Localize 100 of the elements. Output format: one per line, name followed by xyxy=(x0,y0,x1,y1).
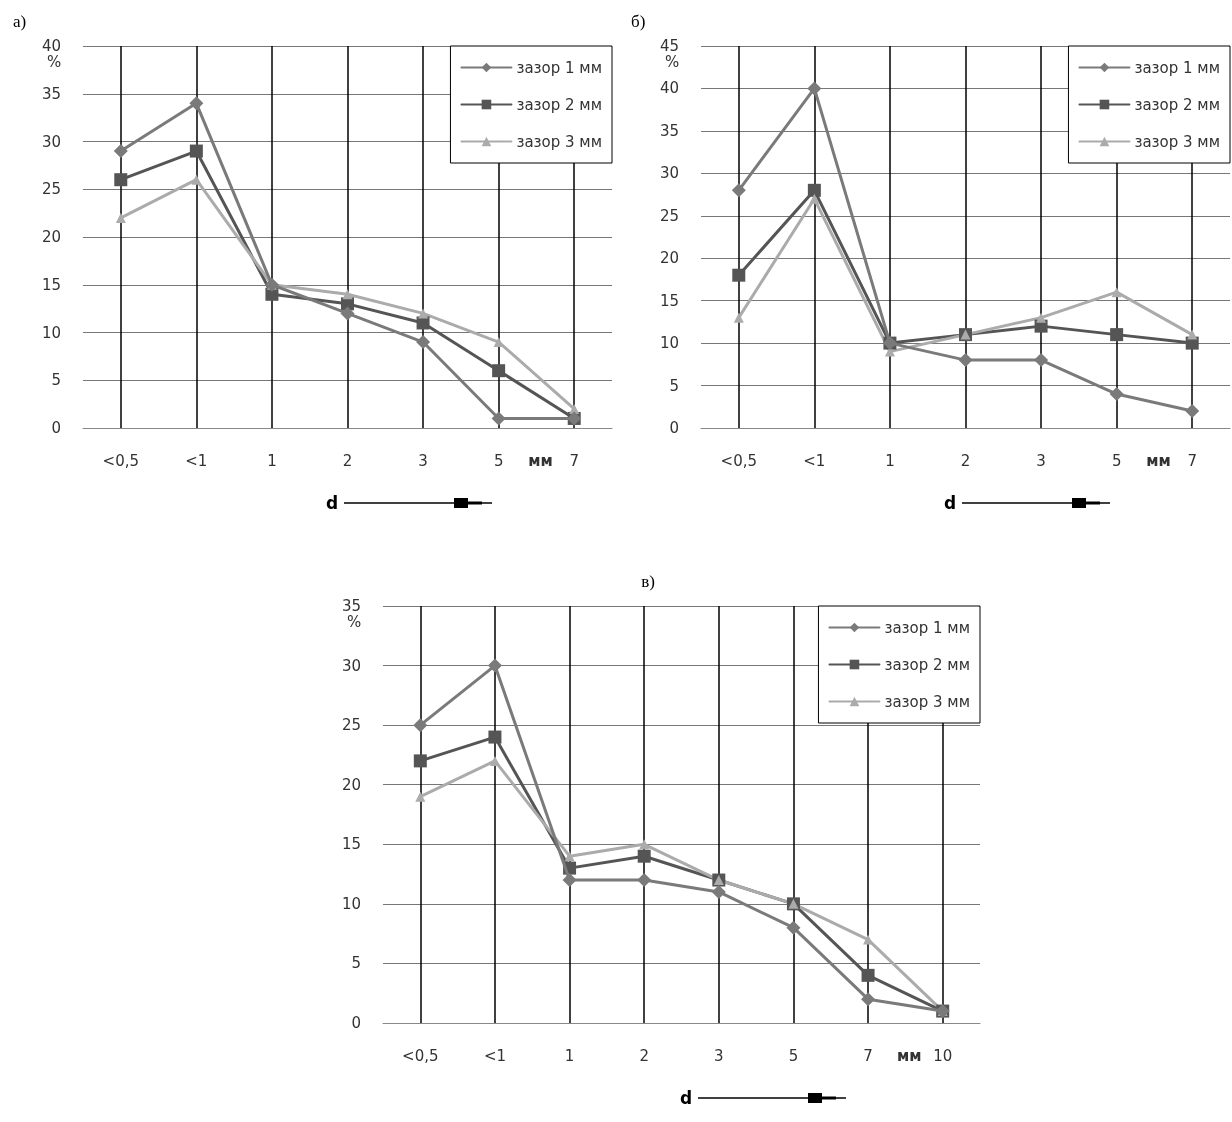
point xyxy=(114,173,128,187)
x-tick-label: 2 xyxy=(639,1046,649,1065)
point xyxy=(731,183,746,198)
y-tick-label: 30 xyxy=(41,132,61,151)
point xyxy=(489,755,500,766)
legend-label: зазор 1 мм xyxy=(516,58,603,77)
y-tick-label: 45 xyxy=(659,37,679,55)
point xyxy=(1185,404,1200,419)
y-tick-label: 40 xyxy=(659,79,679,98)
x-tick-label: 5 xyxy=(493,451,504,470)
point xyxy=(1110,328,1124,342)
x-tick-label: <0,5 xyxy=(402,1046,439,1065)
point xyxy=(415,791,426,802)
y-tick-label: 25 xyxy=(659,206,679,225)
point xyxy=(189,96,204,111)
x-tick-label: <0,5 xyxy=(102,451,139,470)
point xyxy=(1187,329,1198,340)
legend-label: зазор 1 мм xyxy=(1134,58,1221,77)
y-axis-title: % xyxy=(347,612,362,631)
y-tick-label: 5 xyxy=(351,954,361,973)
point xyxy=(861,968,875,982)
point xyxy=(562,873,577,888)
point xyxy=(711,884,726,899)
point xyxy=(733,312,744,323)
y-tick-label: 35 xyxy=(41,84,61,103)
x-tick-label: 1 xyxy=(564,1046,575,1065)
chart-title: а) xyxy=(13,12,27,31)
y-tick-label: 40 xyxy=(41,37,61,55)
point xyxy=(413,754,427,768)
y-tick-label: 25 xyxy=(341,716,361,735)
x-tick-label: 1 xyxy=(267,451,277,470)
x-tick-label: 1 xyxy=(885,451,895,470)
x-tick-label: 2 xyxy=(342,451,353,470)
y-tick-label: 20 xyxy=(659,249,679,268)
point xyxy=(491,411,506,426)
y-tick-label: 15 xyxy=(41,275,61,294)
y-tick-label: 15 xyxy=(341,835,361,854)
x-axis-title: d xyxy=(325,493,339,513)
y-tick-label: 0 xyxy=(51,419,61,437)
legend-label: зазор 3 мм xyxy=(516,132,603,151)
x-axis-title: d xyxy=(679,1088,693,1108)
point xyxy=(189,144,203,158)
point xyxy=(639,839,650,850)
point xyxy=(732,268,746,282)
point xyxy=(115,212,126,223)
point xyxy=(1034,353,1049,368)
point xyxy=(487,658,502,673)
chart-title: в) xyxy=(641,572,655,591)
point xyxy=(418,308,429,319)
point xyxy=(958,353,973,368)
y-tick-label: 5 xyxy=(51,371,61,390)
legend-label: зазор 3 мм xyxy=(884,692,971,711)
text: мм xyxy=(1146,451,1171,470)
legend-label: зазор 2 мм xyxy=(516,95,603,114)
y-axis-title: % xyxy=(665,52,680,71)
point xyxy=(416,335,431,350)
point xyxy=(1036,312,1047,323)
y-tick-label: 35 xyxy=(659,121,679,140)
point xyxy=(492,364,506,378)
x-tick-label: 3 xyxy=(1036,451,1046,470)
x-tick-label: 10 xyxy=(933,1046,953,1065)
legend-label: зазор 2 мм xyxy=(1134,95,1221,114)
x-tick-label: 5 xyxy=(1111,451,1122,470)
x-tick-label: <1 xyxy=(483,1046,506,1065)
legend-label: зазор 3 мм xyxy=(1134,132,1221,151)
point xyxy=(191,174,202,185)
text: мм xyxy=(528,451,553,470)
y-tick-label: 25 xyxy=(41,180,61,199)
x-tick-label: 7 xyxy=(1187,451,1197,470)
x-tick-label: 2 xyxy=(960,451,971,470)
point xyxy=(861,992,876,1007)
y-tick-label: 30 xyxy=(659,164,679,183)
point xyxy=(1111,287,1122,298)
chart-title: б) xyxy=(631,12,646,31)
x-axis-title: d xyxy=(943,493,957,513)
point xyxy=(113,144,128,159)
point xyxy=(342,289,353,300)
point xyxy=(807,183,821,197)
point xyxy=(807,81,822,96)
legend-label: зазор 2 мм xyxy=(884,655,971,674)
point xyxy=(637,849,651,863)
y-tick-label: 10 xyxy=(659,334,679,353)
y-tick-label: 15 xyxy=(659,291,679,310)
y-tick-label: 30 xyxy=(341,656,361,675)
x-tick-label: <0,5 xyxy=(720,451,757,470)
point xyxy=(786,920,801,935)
x-tick-label: 7 xyxy=(863,1046,873,1065)
y-tick-label: 0 xyxy=(351,1014,361,1032)
x-tick-label: 3 xyxy=(418,451,428,470)
y-tick-label: 20 xyxy=(341,775,361,794)
x-tick-label: 7 xyxy=(569,451,579,470)
text: мм xyxy=(897,1046,922,1065)
x-tick-label: <1 xyxy=(803,451,826,470)
point xyxy=(564,851,575,862)
point xyxy=(488,730,502,744)
x-tick-label: 5 xyxy=(788,1046,799,1065)
point xyxy=(413,718,428,733)
y-tick-label: 35 xyxy=(341,597,361,615)
y-tick-label: 5 xyxy=(669,376,679,395)
y-tick-label: 10 xyxy=(41,323,61,342)
